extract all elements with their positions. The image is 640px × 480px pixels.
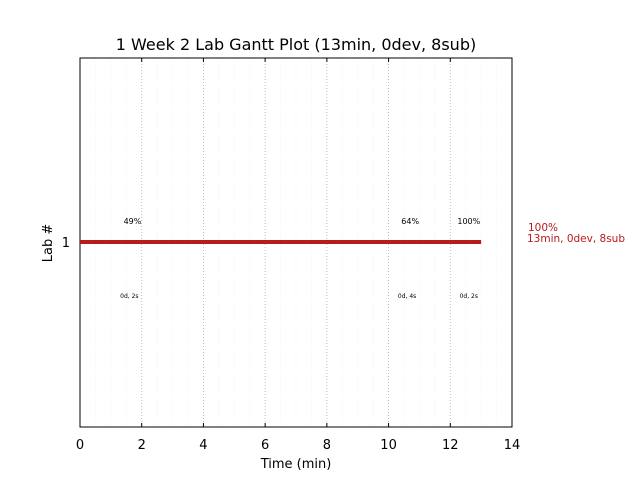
y-tick-label: 1 bbox=[62, 236, 70, 251]
x-tick-label: 6 bbox=[261, 438, 269, 453]
y-axis-ticks: 1 bbox=[62, 236, 70, 251]
duration-label: 0d, 2s bbox=[120, 293, 138, 300]
duration-label: 0d, 4s bbox=[398, 293, 416, 300]
annotations: 49% 64% 100% 0d, 2s 0d, 4s 0d, 2s bbox=[120, 217, 480, 300]
x-tick-label: 12 bbox=[442, 438, 459, 453]
utilization-label: 100% bbox=[457, 217, 480, 226]
x-axis-label: Time (min) bbox=[260, 457, 332, 472]
x-tick-label: 14 bbox=[504, 438, 521, 453]
duration-label: 0d, 2s bbox=[460, 293, 478, 300]
y-axis-label: Lab # bbox=[41, 224, 56, 263]
utilization-label: 49% bbox=[124, 217, 142, 226]
x-tick-label: 8 bbox=[323, 438, 331, 453]
summary-details: 13min, 0dev, 8sub bbox=[527, 233, 625, 245]
x-tick-label: 2 bbox=[138, 438, 146, 453]
x-axis-ticks: 0 2 4 6 8 10 12 14 bbox=[76, 58, 520, 453]
utilization-label: 64% bbox=[401, 217, 419, 226]
x-tick-label: 0 bbox=[76, 438, 84, 453]
chart-title: 1 Week 2 Lab Gantt Plot (13min, 0dev, 8s… bbox=[116, 35, 476, 54]
x-tick-label: 10 bbox=[380, 438, 397, 453]
summary-percent: 100% bbox=[528, 222, 558, 234]
x-tick-label: 4 bbox=[199, 438, 207, 453]
